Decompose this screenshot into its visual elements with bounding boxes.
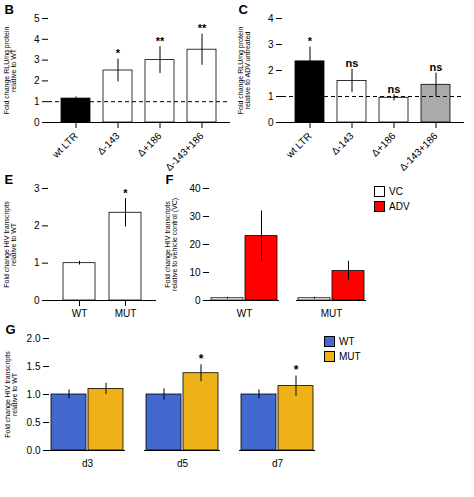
html-text:WT: WT (339, 336, 355, 347)
svg-text:B: B (5, 2, 14, 17)
svg-text:2: 2 (34, 220, 40, 231)
html-text:MUT: MUT (339, 351, 361, 362)
svg-text:*: * (123, 187, 128, 199)
svg-text:Fold change HIV transcriptsrel: Fold change HIV transcriptsrelative to v… (164, 198, 179, 291)
svg-text:ns: ns (346, 57, 359, 69)
svg-text:WT: WT (72, 308, 88, 319)
svg-text:1: 1 (268, 91, 274, 102)
svg-text:2.0: 2.0 (27, 333, 41, 344)
html-text:ADV: ADV (389, 201, 410, 212)
svg-text:1.5: 1.5 (27, 361, 41, 372)
svg-text:d7: d7 (272, 458, 284, 469)
svg-text:Δ+186: Δ+186 (135, 130, 164, 159)
html-text:VC: VC (389, 186, 403, 197)
svg-text:0.0: 0.0 (27, 445, 41, 456)
svg-text:ns: ns (430, 61, 443, 73)
svg-text:3: 3 (268, 39, 274, 50)
svg-text:0: 0 (268, 117, 274, 128)
svg-text:Fold change RLU/ng proteinrela: Fold change RLU/ng proteinrelative to WT (3, 27, 17, 115)
svg-text:*: * (116, 47, 121, 59)
svg-text:0: 0 (195, 295, 201, 306)
svg-text:WT: WT (237, 308, 253, 319)
svg-text:Fold change HIV transcriptsrel: Fold change HIV transcriptsrelative to W… (3, 201, 17, 288)
svg-text:F: F (166, 172, 174, 187)
svg-text:d3: d3 (82, 458, 94, 469)
svg-text:Δ-143+186: Δ-143+186 (397, 130, 440, 172)
svg-text:Fold change HIV transcriptsrel: Fold change HIV transcriptsrelative to W… (4, 351, 18, 438)
svg-text:*: * (199, 352, 204, 366)
svg-text:wt LTR: wt LTR (49, 130, 79, 160)
svg-text:4: 4 (34, 34, 40, 45)
svg-text:10: 10 (189, 267, 201, 278)
svg-text:ns: ns (388, 83, 401, 95)
svg-text:*: * (294, 363, 299, 377)
svg-text:**: ** (198, 22, 207, 34)
svg-text:0: 0 (34, 295, 40, 306)
svg-text:C: C (239, 2, 249, 17)
svg-text:0.5: 0.5 (27, 417, 41, 428)
svg-text:0: 0 (34, 117, 40, 128)
svg-text:Δ+186: Δ+186 (369, 130, 398, 159)
svg-text:MUT: MUT (321, 308, 343, 319)
svg-text:Δ-143: Δ-143 (329, 130, 356, 157)
svg-text:1: 1 (34, 96, 40, 107)
svg-text:5: 5 (34, 13, 40, 24)
svg-text:1.0: 1.0 (27, 389, 41, 400)
svg-text:wt LTR: wt LTR (283, 130, 313, 160)
svg-text:Δ-143: Δ-143 (95, 130, 122, 157)
svg-text:Fold change RLU/ng proteinrela: Fold change RLU/ng proteinrelative to AD… (237, 27, 251, 115)
svg-text:1: 1 (34, 257, 40, 268)
svg-text:40: 40 (189, 183, 201, 194)
svg-text:d5: d5 (177, 458, 189, 469)
svg-text:MUT: MUT (115, 308, 137, 319)
svg-text:20: 20 (189, 239, 201, 250)
svg-text:3: 3 (34, 183, 40, 194)
svg-text:30: 30 (189, 211, 201, 222)
svg-text:3: 3 (34, 54, 40, 65)
svg-text:2: 2 (34, 75, 40, 86)
svg-text:G: G (6, 322, 16, 337)
svg-text:2: 2 (268, 65, 274, 76)
svg-text:Δ-143+186: Δ-143+186 (163, 130, 206, 172)
svg-text:E: E (5, 172, 14, 187)
svg-text:**: ** (156, 35, 165, 47)
svg-text:*: * (308, 35, 313, 47)
svg-text:4: 4 (268, 13, 274, 24)
